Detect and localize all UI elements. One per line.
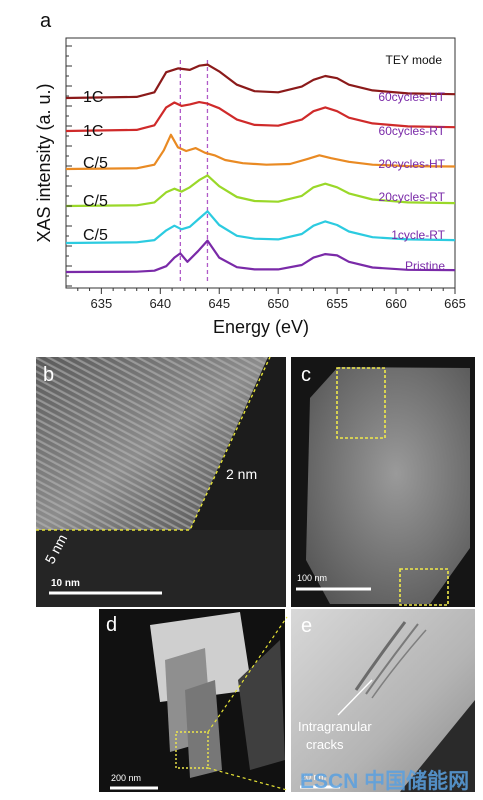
rate-labels: 1C 1C C/5 C/5 C/5 — [83, 89, 108, 244]
rate-label: C/5 — [83, 155, 108, 172]
crack-pointer — [337, 679, 373, 716]
panel-label-a: a — [40, 10, 52, 32]
zoom-line-lower — [207, 767, 288, 791]
rate-label: C/5 — [83, 227, 108, 244]
panel-label-c: c — [301, 364, 311, 386]
xas-chart: 635 640 645 650 655 660 665 1C 1C C/5 C/5 C/5 60cy… — [34, 37, 466, 337]
x-tick-label: 650 — [267, 296, 289, 311]
panel-c-image: c 100 nm — [291, 357, 475, 607]
scale-bar-label-c: 100 nm — [297, 573, 327, 583]
x-tick-label: 665 — [444, 296, 466, 311]
x-tick-label: 635 — [91, 296, 113, 311]
series-line-20cycles-RT — [65, 174, 456, 208]
panel-label-e: e — [301, 615, 312, 637]
series-label: 20cycles-HT — [378, 157, 445, 171]
y-axis-label: XAS intensity (a. u.) — [34, 83, 54, 242]
scale-bar-label-d: 200 nm — [111, 773, 141, 783]
series-line-Pristine — [65, 239, 456, 274]
annotation-2nm: 2 nm — [226, 466, 257, 482]
plot-frame — [65, 37, 456, 289]
mode-label: TEY mode — [386, 53, 443, 67]
annotation-crack-line1: Intragranular — [298, 719, 372, 734]
panel-e-image: e Intragranular cracks 20 nm — [291, 609, 475, 792]
series-label: 60cycles-RT — [379, 124, 446, 138]
x-tick-label: 645 — [208, 296, 230, 311]
series-label: Pristine — [405, 259, 445, 273]
x-tick-label: 640 — [149, 296, 171, 311]
y-axis-ticks — [66, 45, 72, 287]
series-label: 1cycle-RT — [391, 228, 445, 242]
x-tick-label: 655 — [326, 296, 348, 311]
x-axis-ticks — [77, 288, 456, 294]
series-line-1cycle-RT — [65, 210, 456, 245]
x-axis-tick-labels: 635 640 645 650 655 660 665 — [91, 296, 466, 311]
panel-d-image: d 200 nm — [99, 609, 288, 792]
series-line-20cycles-HT — [65, 133, 456, 171]
series-label: 20cycles-RT — [379, 190, 446, 204]
series-lines — [65, 63, 456, 274]
series-label: 60cycles-HT — [378, 90, 445, 104]
rate-label: 1C — [83, 89, 103, 106]
panel-label-b: b — [43, 364, 54, 386]
series-line-60cycles-RT — [65, 101, 456, 133]
zoom-line-upper — [207, 616, 288, 733]
panel-label-d: d — [106, 614, 117, 636]
rate-label: 1C — [83, 123, 103, 140]
panel-b-image: b 2 nm 5 nm 10 nm — [36, 356, 286, 607]
x-tick-label: 660 — [385, 296, 407, 311]
scale-bar-label-e: 20 nm — [301, 772, 326, 782]
annotation-crack-line2: cracks — [306, 737, 344, 752]
series-line-60cycles-HT — [65, 63, 456, 100]
x-axis-label: Energy (eV) — [213, 317, 309, 337]
rate-label: C/5 — [83, 193, 108, 210]
dashed-markers — [179, 60, 209, 284]
series-labels: 60cycles-HT 60cycles-RT 20cycles-HT 20cycle… — [378, 90, 445, 273]
scale-bar-label-b: 10 nm — [51, 578, 80, 589]
watermark: ESCN 中国储能网 — [300, 769, 469, 793]
